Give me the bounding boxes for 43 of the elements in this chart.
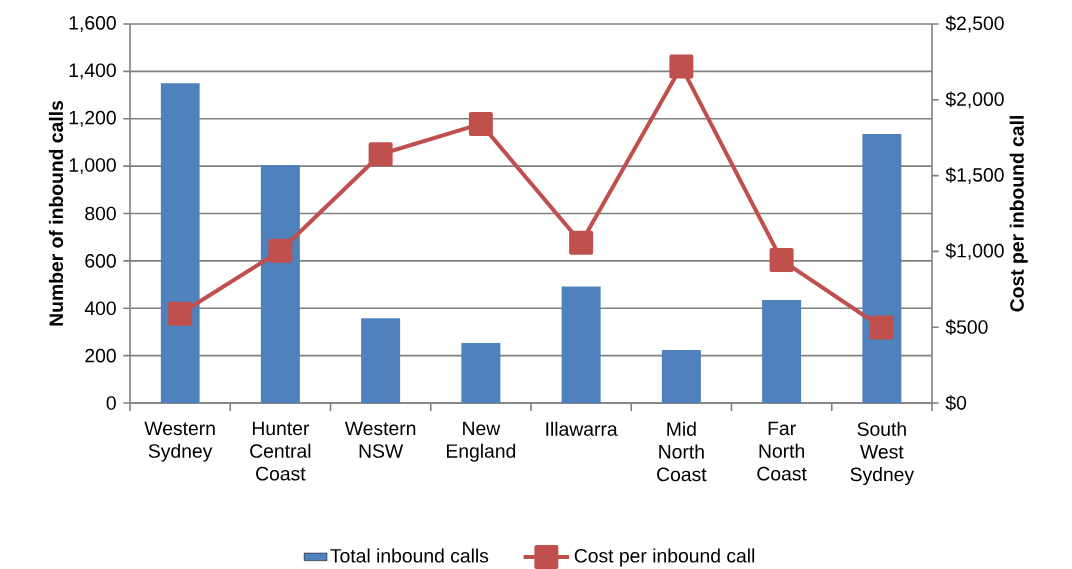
y-tick-label: 200 <box>85 348 116 363</box>
x-tick-label: South West Sydney <box>850 421 915 486</box>
y-tick-label: 1,600 <box>69 16 116 32</box>
x-tick-label: Western NSW <box>344 421 416 458</box>
bar <box>260 164 300 403</box>
y-tick-label: 1,400 <box>69 63 116 80</box>
point <box>569 230 594 255</box>
y-tick-label: 1,200 <box>69 110 116 127</box>
x-tick-label: Mid North Coast <box>657 421 707 482</box>
legend-label: Cost per inbound call <box>574 548 755 567</box>
point <box>368 142 393 167</box>
bar <box>561 286 601 403</box>
bar <box>461 343 501 403</box>
y-tick-label: 600 <box>85 254 116 268</box>
x-tick-label: New England <box>446 421 516 462</box>
point <box>268 238 293 263</box>
y2-tick-label: $500 <box>945 319 988 336</box>
point <box>468 111 493 136</box>
y2-tick-label: $2,000 <box>945 91 1004 109</box>
bar <box>160 83 200 403</box>
point <box>669 54 694 79</box>
y2-tick-label: $2,500 <box>945 15 1004 33</box>
point <box>769 248 794 273</box>
point <box>869 315 894 340</box>
x-tick-label: Illawarra <box>546 421 618 436</box>
x-tick-label: Hunter Central Coast <box>250 421 311 481</box>
y-tick-label: 800 <box>85 206 116 221</box>
bar <box>361 318 401 403</box>
y2-tick-label: $1,000 <box>945 242 1004 260</box>
y2-axis-title: Cost per inbound call <box>1009 116 1028 312</box>
bar <box>762 299 802 403</box>
bar <box>862 133 902 403</box>
y2-tick-label: $0 <box>945 395 967 411</box>
x-tick-label: Far North Coast <box>757 421 807 481</box>
y-tick-label: 400 <box>84 301 116 316</box>
point <box>168 301 193 326</box>
legend-label: Total inbound calls <box>330 548 489 563</box>
bar <box>661 349 701 403</box>
y-tick-label: 0 <box>106 396 116 410</box>
y-axis-title: Number of inbound calls <box>48 100 64 326</box>
y-tick-label: 1,000 <box>69 158 116 175</box>
x-tick-label: Western Sydney <box>144 421 215 462</box>
y2-tick-label: $1,500 <box>945 167 1004 184</box>
